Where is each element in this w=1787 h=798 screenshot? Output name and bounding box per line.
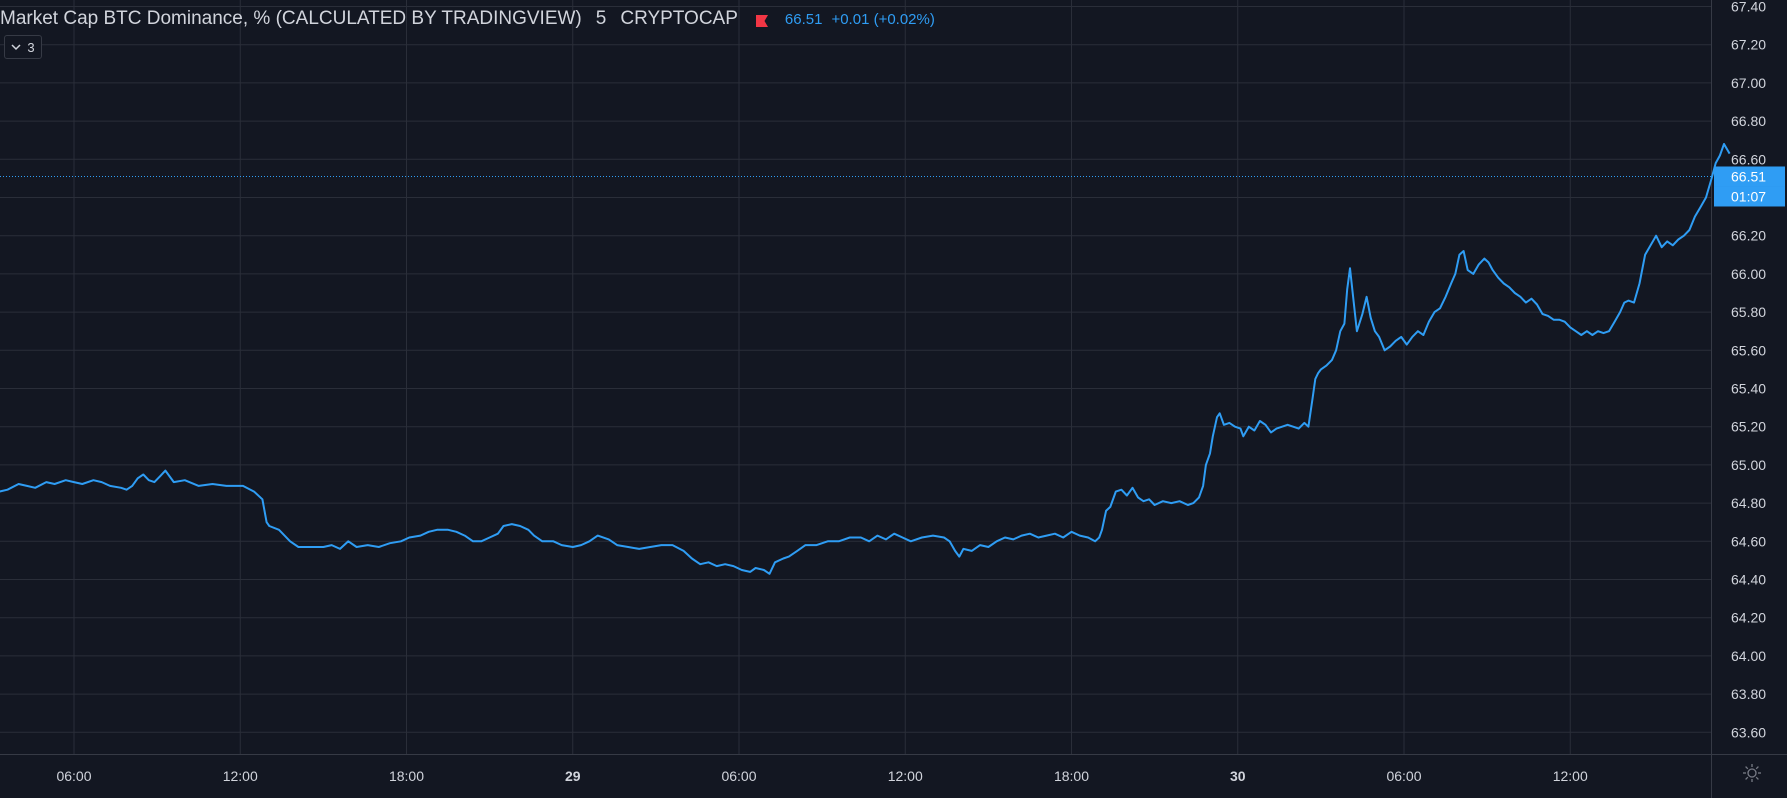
chart-legend: Market Cap BTC Dominance, % (CALCULATED … xyxy=(0,6,935,32)
series-line xyxy=(0,143,1731,575)
price-label: 66.51 xyxy=(1731,168,1766,184)
price-label-box xyxy=(1714,166,1785,187)
x-tick-label: 06:00 xyxy=(721,768,756,784)
interval-label[interactable]: 5 xyxy=(595,8,607,29)
x-tick-label: 06:00 xyxy=(56,768,91,784)
y-tick-label: 65.00 xyxy=(1731,457,1766,473)
y-tick-label: 64.20 xyxy=(1731,610,1766,626)
symbol-title[interactable]: Market Cap BTC Dominance, % (CALCULATED … xyxy=(0,8,582,29)
y-tick-label: 67.20 xyxy=(1731,37,1766,53)
x-tick-label: 30 xyxy=(1230,768,1246,784)
y-tick-label: 67.40 xyxy=(1731,0,1766,15)
x-tick-label: 12:00 xyxy=(888,768,923,784)
y-tick-label: 63.60 xyxy=(1731,724,1766,740)
y-tick-label: 66.60 xyxy=(1731,151,1766,167)
y-tick-label: 64.60 xyxy=(1731,533,1766,549)
x-tick-label: 12:00 xyxy=(1553,768,1588,784)
y-tick-label: 67.00 xyxy=(1731,75,1766,91)
y-tick-label: 66.80 xyxy=(1731,113,1766,129)
y-tick-label: 65.80 xyxy=(1731,304,1766,320)
value-change: +0.01 (+0.02%) xyxy=(831,10,935,28)
y-tick-label: 65.40 xyxy=(1731,381,1766,397)
countdown-box xyxy=(1714,186,1785,207)
x-tick-label: 18:00 xyxy=(389,768,424,784)
indicators-count: 3 xyxy=(27,39,35,55)
x-tick-label: 29 xyxy=(565,768,581,784)
y-tick-label: 64.40 xyxy=(1731,572,1766,588)
chart-settings-gear-icon[interactable] xyxy=(1741,762,1763,784)
y-tick-label: 66.00 xyxy=(1731,266,1766,282)
exchange-label[interactable]: CRYPTOCAP xyxy=(620,8,738,29)
y-tick-label: 64.80 xyxy=(1731,495,1766,511)
x-tick-label: 06:00 xyxy=(1386,768,1421,784)
flag-icon[interactable] xyxy=(755,12,769,27)
indicators-collapse-button[interactable]: 3 xyxy=(4,35,42,59)
y-tick-label: 65.60 xyxy=(1731,342,1766,358)
last-value: 66.51 xyxy=(784,10,823,28)
y-tick-label: 64.00 xyxy=(1731,648,1766,664)
x-tick-label: 18:00 xyxy=(1054,768,1089,784)
chevron-down-icon xyxy=(11,43,21,50)
y-tick-label: 63.80 xyxy=(1731,686,1766,702)
countdown-label: 01:07 xyxy=(1731,188,1766,204)
x-tick-label: 12:00 xyxy=(223,768,258,784)
y-tick-label: 65.20 xyxy=(1731,419,1766,435)
y-tick-label: 66.20 xyxy=(1731,228,1766,244)
